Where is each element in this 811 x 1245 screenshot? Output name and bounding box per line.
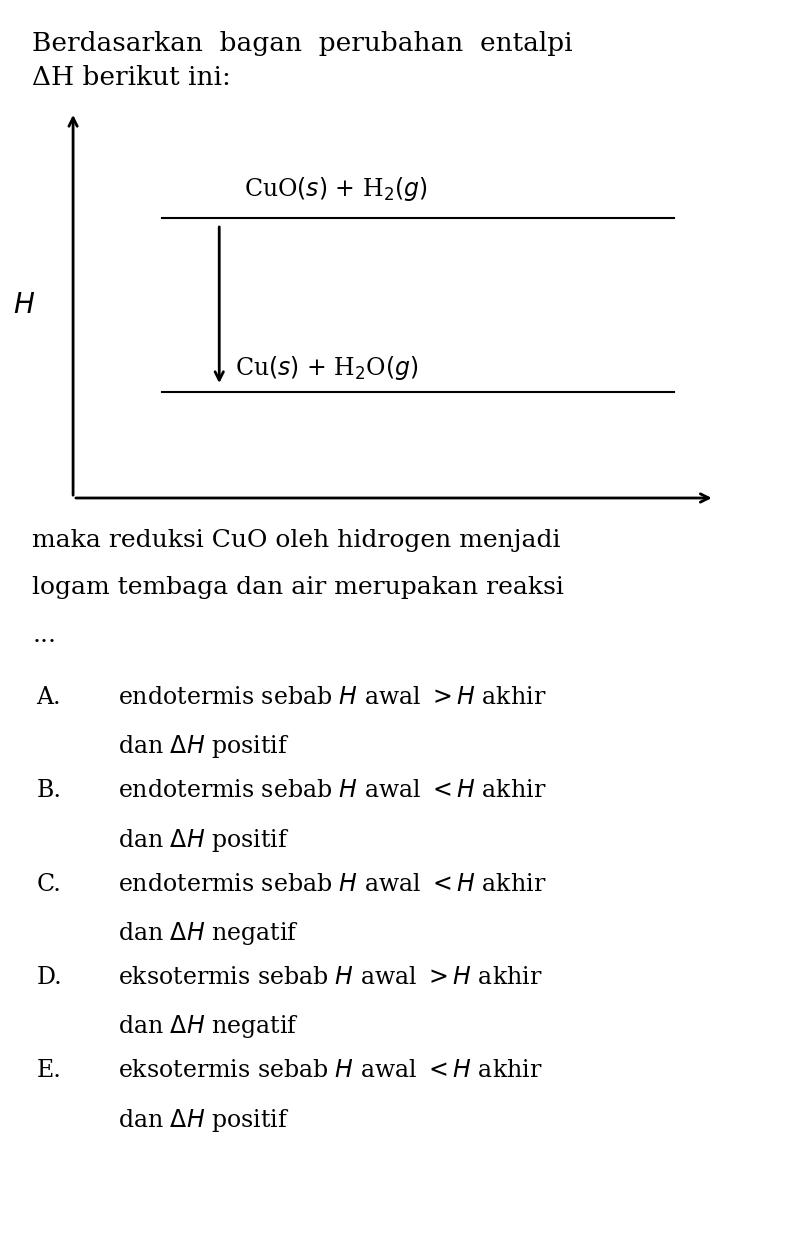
Text: B.: B. xyxy=(36,779,62,802)
Text: $H$: $H$ xyxy=(13,291,36,319)
Text: logam tembaga dan air merupakan reaksi: logam tembaga dan air merupakan reaksi xyxy=(32,576,564,599)
Text: eksotermis sebab $H$ awal $< H$ akhir: eksotermis sebab $H$ awal $< H$ akhir xyxy=(118,1059,542,1082)
Text: E.: E. xyxy=(36,1059,62,1082)
Text: Cu$(s)$ + H$_2$O$(g)$: Cu$(s)$ + H$_2$O$(g)$ xyxy=(235,355,418,382)
Text: dan $\Delta H$ negatif: dan $\Delta H$ negatif xyxy=(118,1013,298,1041)
Text: maka reduksi CuO oleh hidrogen menjadi: maka reduksi CuO oleh hidrogen menjadi xyxy=(32,529,560,552)
Text: eksotermis sebab $H$ awal $> H$ akhir: eksotermis sebab $H$ awal $> H$ akhir xyxy=(118,966,542,989)
Text: C.: C. xyxy=(36,873,62,895)
Text: A.: A. xyxy=(36,686,61,708)
Text: ΔH berikut ini:: ΔH berikut ini: xyxy=(32,65,231,90)
Text: endotermis sebab $H$ awal $< H$ akhir: endotermis sebab $H$ awal $< H$ akhir xyxy=(118,779,546,802)
Text: ...: ... xyxy=(32,624,57,646)
Text: dan $\Delta H$ negatif: dan $\Delta H$ negatif xyxy=(118,920,298,947)
Text: dan $\Delta H$ positif: dan $\Delta H$ positif xyxy=(118,733,289,761)
Text: endotermis sebab $H$ awal $> H$ akhir: endotermis sebab $H$ awal $> H$ akhir xyxy=(118,686,546,708)
Text: dan $\Delta H$ positif: dan $\Delta H$ positif xyxy=(118,827,289,854)
Text: CuO$(s)$ + H$_2$$(g)$: CuO$(s)$ + H$_2$$(g)$ xyxy=(243,176,427,203)
Text: endotermis sebab $H$ awal $< H$ akhir: endotermis sebab $H$ awal $< H$ akhir xyxy=(118,873,546,895)
Text: Berdasarkan  bagan  perubahan  entalpi: Berdasarkan bagan perubahan entalpi xyxy=(32,31,573,56)
Text: dan $\Delta H$ positif: dan $\Delta H$ positif xyxy=(118,1107,289,1134)
Text: D.: D. xyxy=(36,966,62,989)
